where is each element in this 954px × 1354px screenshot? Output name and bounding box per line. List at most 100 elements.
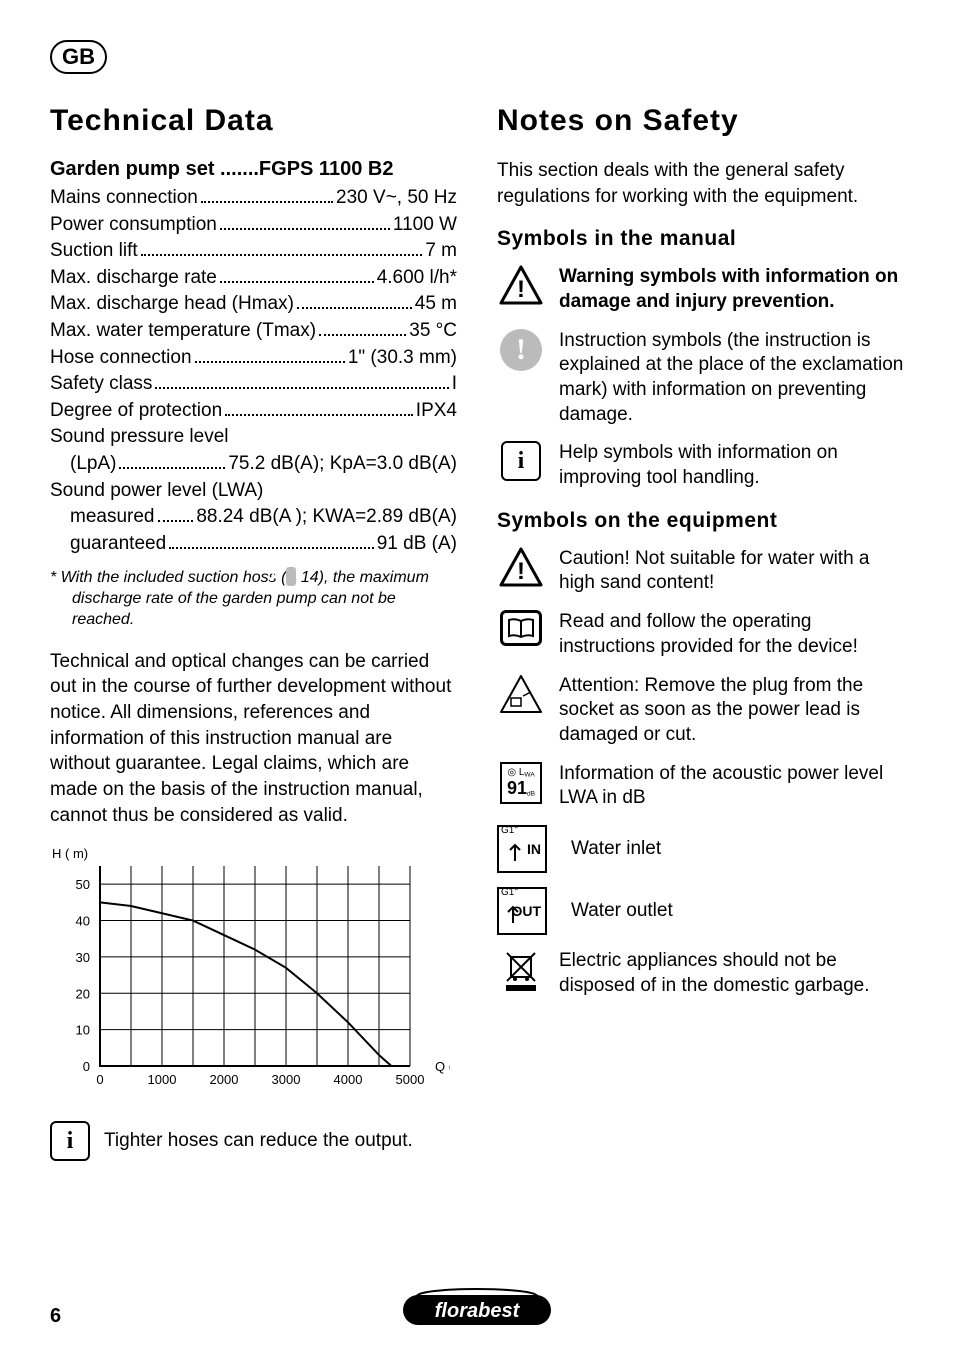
spec-value: 230 V~, 50 Hz bbox=[336, 185, 457, 212]
leader-dots bbox=[195, 361, 345, 363]
leader-dots bbox=[141, 254, 423, 256]
spec-value: 7 m bbox=[425, 238, 457, 265]
spec-row: Suction lift7 m bbox=[50, 238, 457, 265]
chart-x-label: Q (l/h) bbox=[435, 1059, 450, 1074]
spec-label: (LpA) bbox=[70, 451, 116, 478]
water-in-icon: G1" IN bbox=[497, 825, 547, 873]
svg-text:!: ! bbox=[517, 276, 525, 303]
tech-data-heading: Technical Data bbox=[50, 104, 457, 138]
info-icon: i bbox=[497, 441, 545, 481]
spec-label: Max. water temperature (Tmax) bbox=[50, 318, 316, 345]
footnote: * With the included suction hoss (A 14),… bbox=[50, 567, 457, 630]
spec-label: Mains connection bbox=[50, 185, 198, 212]
symbol-row: ! Caution! Not suitable for water with a… bbox=[497, 547, 904, 596]
leader-dots bbox=[158, 520, 194, 522]
spec-row: Max. discharge head (Hmax)45 m bbox=[50, 291, 457, 318]
leader-dots bbox=[155, 387, 448, 389]
instruction-symbol-text: Instruction symbols (the instruction is … bbox=[559, 329, 904, 428]
spec-row: Max. discharge rate 4.600 l/h* bbox=[50, 265, 457, 292]
spec-label: Safety class bbox=[50, 371, 152, 398]
unplug-triangle-icon bbox=[497, 674, 545, 714]
disclaimer-paragraph: Technical and optical changes can be car… bbox=[50, 649, 457, 828]
spec-row: Sound pressure level bbox=[50, 424, 457, 451]
spec-row: Max. water temperature (Tmax) 35 °C bbox=[50, 318, 457, 345]
acoustic-text: Information of the acoustic power level … bbox=[559, 762, 904, 811]
spec-row: Power consumption 1100 W bbox=[50, 212, 457, 239]
svg-text:10: 10 bbox=[76, 1023, 90, 1038]
svg-text:30: 30 bbox=[76, 950, 90, 965]
symbol-row: G1"OUT Water outlet bbox=[497, 887, 904, 935]
spec-row: Hose connection 1" (30.3 mm) bbox=[50, 345, 457, 372]
spec-value: 91 dB (A) bbox=[377, 531, 457, 558]
leader-dots bbox=[220, 281, 374, 283]
svg-text:4000: 4000 bbox=[334, 1072, 363, 1087]
chart-yticks: 01020304050 bbox=[76, 877, 90, 1074]
keycap-a: A bbox=[286, 567, 296, 585]
safety-heading: Notes on Safety bbox=[497, 104, 904, 138]
spec-value: 1" (30.3 mm) bbox=[348, 345, 457, 372]
product-subhead: Garden pump set .......FGPS 1100 B2 bbox=[50, 158, 457, 181]
symbol-row: i Help symbols with information on impro… bbox=[497, 441, 904, 490]
db-value: 91 bbox=[507, 778, 527, 798]
spec-label: Max. discharge rate bbox=[50, 265, 217, 292]
weee-bin-icon bbox=[497, 949, 545, 991]
svg-text:0: 0 bbox=[83, 1059, 90, 1074]
svg-text:50: 50 bbox=[76, 877, 90, 892]
read-instructions-text: Read and follow the operating instructio… bbox=[559, 610, 904, 659]
leader-dots bbox=[319, 334, 406, 336]
disposal-text: Electric appliances should not be dispos… bbox=[559, 949, 904, 998]
spec-label: Power consumption bbox=[50, 212, 217, 239]
warning-triangle-icon: ! bbox=[497, 547, 545, 587]
spec-value: 1100 W bbox=[393, 212, 457, 239]
brand-logo: florabest bbox=[402, 1287, 552, 1332]
svg-text:5000: 5000 bbox=[396, 1072, 425, 1087]
leader-dots bbox=[119, 467, 225, 469]
svg-text:1000: 1000 bbox=[148, 1072, 177, 1087]
spec-label: Hose connection bbox=[50, 345, 192, 372]
spec-value: 35 °C bbox=[409, 318, 457, 345]
svg-text:3000: 3000 bbox=[272, 1072, 301, 1087]
acoustic-level-icon: ◎ LWA91dB bbox=[497, 762, 545, 804]
footnote-text: * With the included suction hoss ( bbox=[50, 569, 286, 586]
leader-dots bbox=[297, 307, 412, 309]
spec-row: Mains connection 230 V~, 50 Hz bbox=[50, 185, 457, 212]
spec-list: Mains connection 230 V~, 50 Hz Power cons… bbox=[50, 185, 457, 557]
spec-row: Safety classI bbox=[50, 371, 457, 398]
chart-grid bbox=[100, 866, 410, 1066]
spec-value: 75.2 dB(A); KpA=3.0 dB(A) bbox=[228, 451, 457, 478]
spec-row: Sound power level (LWA) bbox=[50, 478, 457, 505]
water-outlet-text: Water outlet bbox=[561, 899, 904, 924]
info-note-text: Tighter hoses can reduce the output. bbox=[104, 1130, 413, 1152]
spec-value: 88.24 dB(A ); KWA=2.89 dB(A) bbox=[196, 504, 457, 531]
svg-text:!: ! bbox=[517, 558, 525, 585]
page-number: 6 bbox=[50, 1305, 61, 1328]
spec-row: (LpA) 75.2 dB(A); KpA=3.0 dB(A) bbox=[50, 451, 457, 478]
safety-intro: This section deals with the general safe… bbox=[497, 158, 904, 209]
country-badge: GB bbox=[50, 40, 107, 74]
spec-label: Max. discharge head (Hmax) bbox=[50, 291, 294, 318]
spec-label: Sound pressure level bbox=[50, 424, 229, 451]
svg-text:2000: 2000 bbox=[210, 1072, 239, 1087]
spec-row: Degree of protectionIPX4 bbox=[50, 398, 457, 425]
spec-label: Sound power level (LWA) bbox=[50, 478, 263, 505]
symbol-row: ◎ LWA91dB Information of the acoustic po… bbox=[497, 762, 904, 811]
symbol-row: Electric appliances should not be dispos… bbox=[497, 949, 904, 998]
spec-row: measured88.24 dB(A ); KWA=2.89 dB(A) bbox=[50, 504, 457, 531]
discharge-chart: H ( m) Q (l/h) 010002000300040005000 010… bbox=[50, 846, 450, 1106]
spec-value: 4.600 l/h* bbox=[377, 265, 457, 292]
info-icon: i bbox=[50, 1121, 90, 1161]
warning-triangle-icon: ! bbox=[497, 265, 545, 305]
leader-dots bbox=[201, 201, 333, 203]
svg-text:40: 40 bbox=[76, 914, 90, 929]
left-column: Technical Data Garden pump set .......FG… bbox=[50, 104, 457, 1161]
symbol-row: G1"IN Water inlet bbox=[497, 825, 904, 873]
leader-dots bbox=[225, 414, 413, 416]
right-column: Notes on Safety This section deals with … bbox=[497, 104, 904, 1161]
in-label: IN bbox=[527, 841, 541, 857]
symbol-row: ! Instruction symbols (the instruction i… bbox=[497, 329, 904, 428]
spec-row: guaranteed91 dB (A) bbox=[50, 531, 457, 558]
caution-text: Caution! Not suitable for water with a h… bbox=[559, 547, 904, 596]
spec-value: IPX4 bbox=[416, 398, 457, 425]
svg-text:florabest: florabest bbox=[435, 1300, 521, 1322]
g1-label: G1" bbox=[501, 825, 518, 836]
